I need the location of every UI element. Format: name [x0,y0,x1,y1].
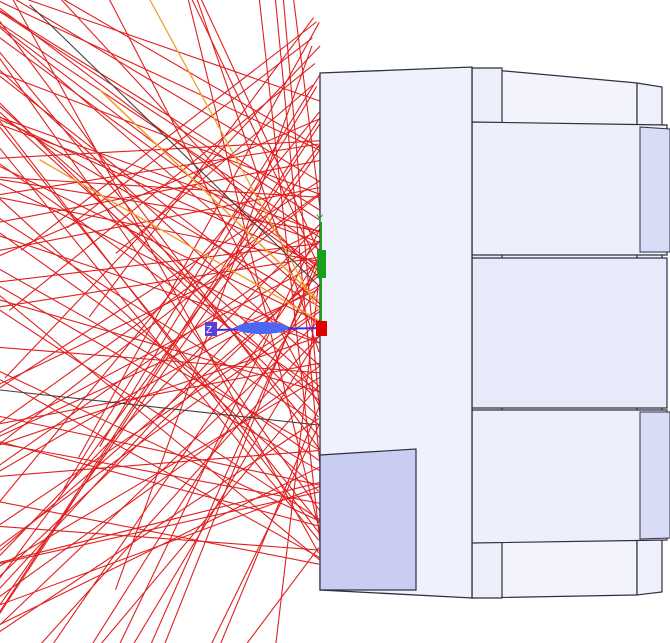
ray-line [0,178,319,232]
z-axis-label: Z [206,325,212,336]
ray-line [0,218,322,427]
ray-line [99,89,319,301]
ray-line [187,0,321,532]
y-axis-label: Y [316,213,324,225]
ray-line [0,122,321,614]
ray-line [63,0,323,150]
ray-line [164,253,321,643]
ray-line [0,147,320,541]
ray-line [0,197,320,263]
band-bottom [471,409,668,544]
ray-line [0,525,321,551]
ray-line [133,334,321,643]
ray-line [20,21,317,251]
ray-line [66,37,313,229]
ray-line [274,0,323,482]
ray-line [0,69,323,369]
ray-line [0,256,321,308]
ray-line [89,17,314,318]
ray-line [0,450,320,477]
ray-line [0,194,321,445]
ray-line [0,191,323,424]
ray-line [0,228,323,385]
ray-fan [0,0,323,643]
ray-line [0,163,321,393]
lens-cutout-top [639,126,670,253]
z-axis-handle[interactable] [236,322,288,334]
ray-line [0,481,321,563]
ray-line [150,259,321,643]
ray-line [0,443,320,504]
ray-line [0,118,320,257]
ray-line [0,364,322,597]
y-axis-handle[interactable] [317,250,326,278]
origin-x-marker[interactable] [316,321,327,336]
ray-line [0,389,319,426]
ray-line [0,198,319,492]
ray-line [0,317,323,626]
ray-line [0,269,322,577]
lens-cutout-bottom [639,411,670,540]
ray-line [0,295,320,560]
ray-line [0,102,319,418]
ray-line [0,441,320,527]
ray-line [0,491,320,564]
ray-line [0,120,323,537]
ray-line [0,346,320,374]
ray-line [282,0,322,431]
ray-line [246,547,320,643]
ray-line [0,415,321,486]
ray-line [63,75,320,489]
coordinate-axes-triad[interactable]: Y Z [205,213,327,336]
housing-bands [471,121,668,544]
ray-line [0,75,320,326]
ray-line [0,105,321,388]
ray-line [0,58,320,511]
ray-line [196,0,320,353]
ray-line [0,148,321,606]
ray-line [0,274,321,552]
ray-line [0,221,323,556]
ray-line [119,226,322,643]
ray-line [0,37,321,272]
ray-line [53,257,320,643]
ray-line [61,0,321,280]
band-middle [471,257,668,409]
band-top [471,121,668,256]
ray-line [220,405,321,643]
ray-line [0,10,320,211]
ray-line [29,4,319,286]
ray-line [0,309,321,521]
ray-line [0,11,320,220]
ray-line [9,63,316,311]
front-panel[interactable] [319,448,417,591]
ray-line [0,309,319,526]
ray-line [115,45,313,590]
ray-line [39,159,319,321]
ray-line [0,183,321,344]
ray-line [12,0,319,554]
z-axis-end-marker [205,322,217,336]
ray-line [0,379,321,559]
ray-line [0,159,322,223]
ray-line [0,362,323,425]
ray-line [0,289,319,437]
ray-line [0,21,323,453]
ray-line [78,22,320,458]
ray-line [0,371,322,523]
ray-line [0,111,322,403]
ray-line [99,86,318,447]
optical-housing[interactable] [319,66,670,599]
ray-line [0,7,321,252]
ray-line [101,385,320,643]
ray-line [115,84,313,254]
ray-line [0,418,319,632]
ray-line [0,501,320,565]
ray-line [0,116,321,233]
ray-line [15,0,320,182]
ray-line [0,116,322,309]
